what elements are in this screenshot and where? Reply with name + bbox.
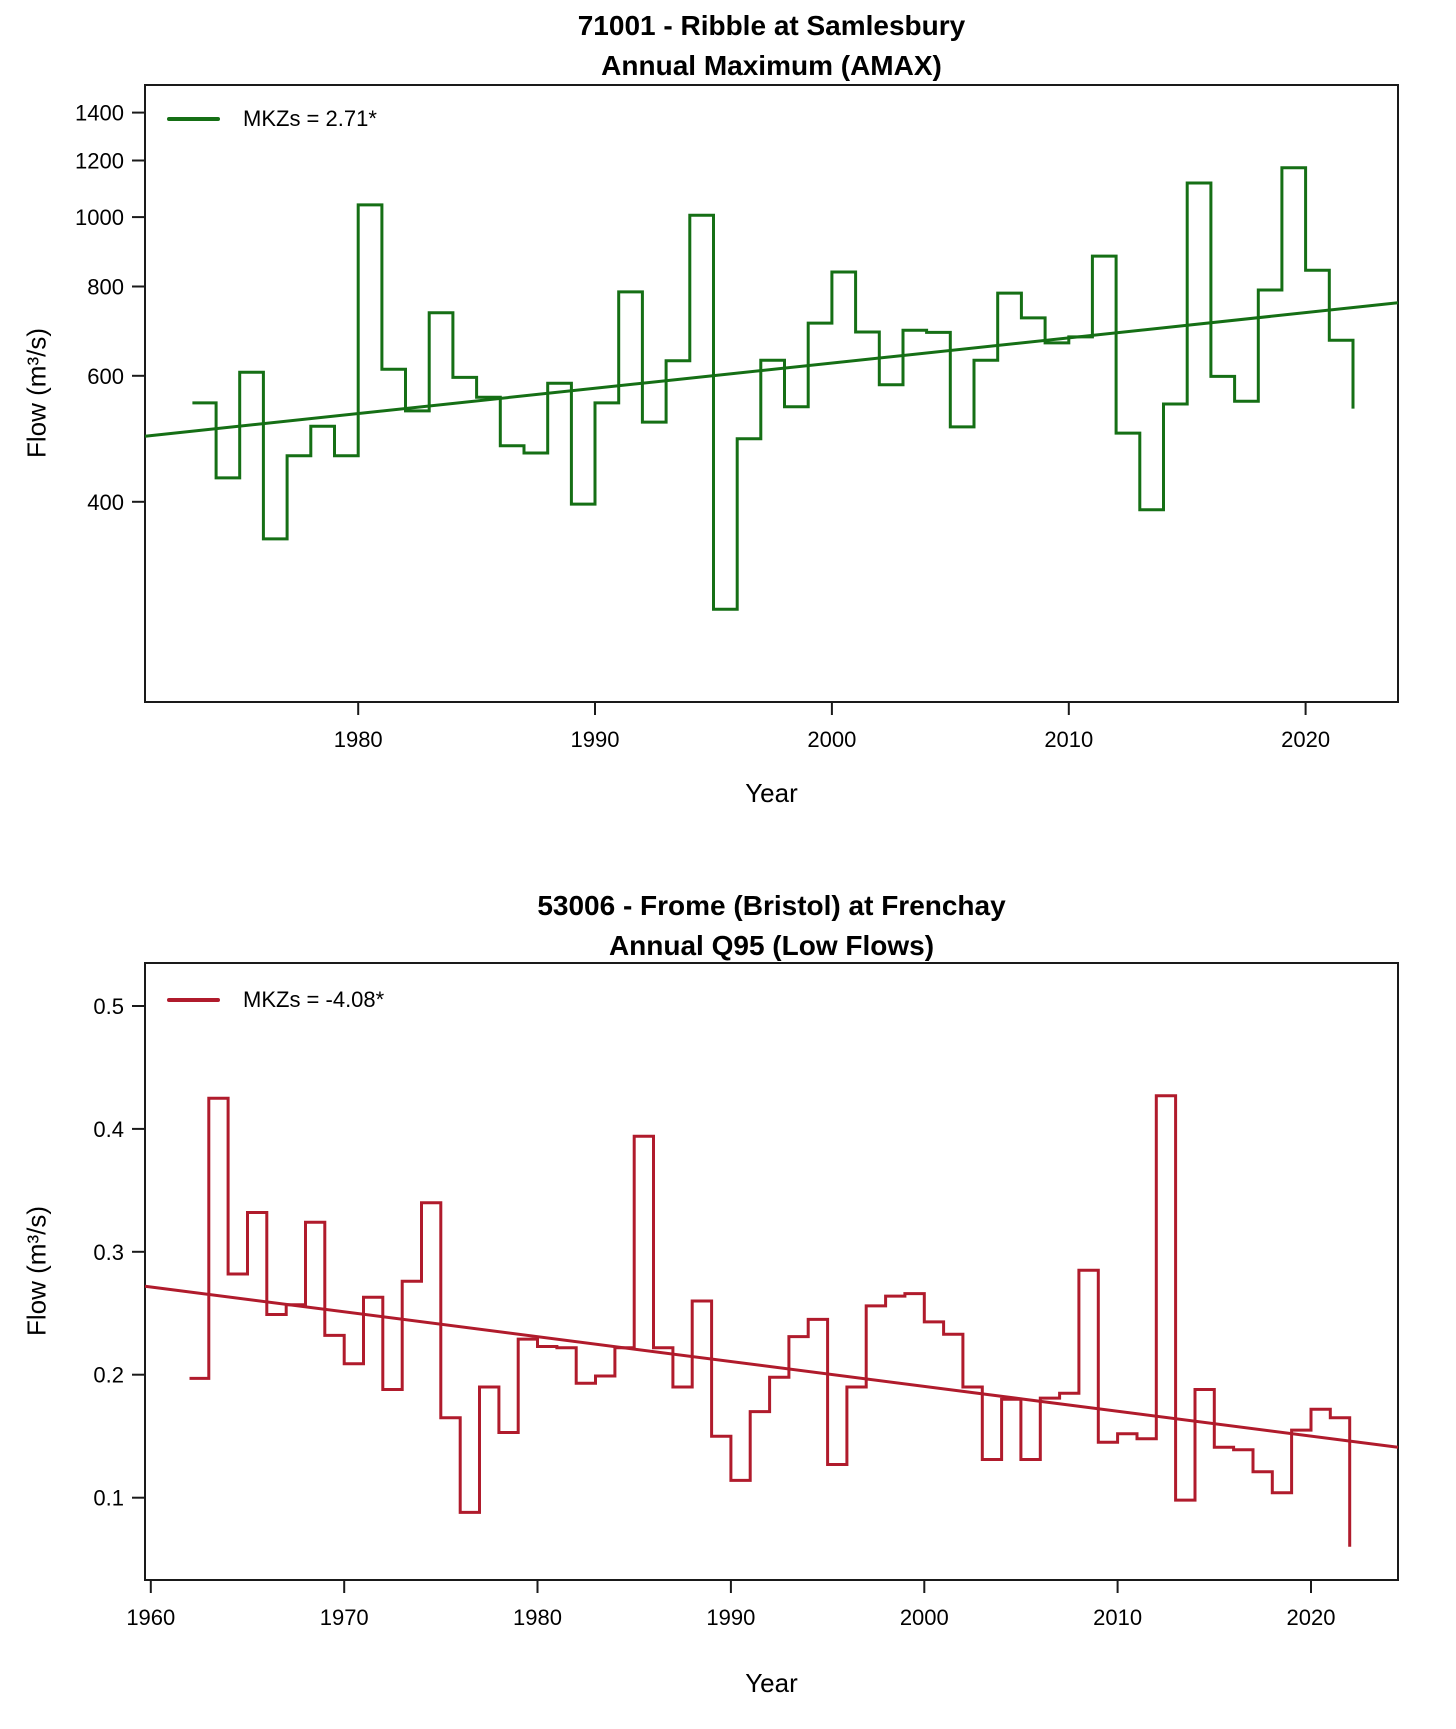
y-tick-label: 0.1 [93, 1486, 124, 1511]
step-series-line [189, 1094, 1352, 1547]
y-tick-label: 1400 [75, 101, 124, 126]
x-tick-label: 2020 [1281, 727, 1330, 752]
plot-frame [144, 84, 1399, 703]
x-tick-label: 1960 [126, 1605, 175, 1630]
y-tick-label: 1000 [75, 205, 124, 230]
q95-subtitle: Annual Q95 (Low Flows) [608, 930, 935, 961]
q95-legend-line-swatch [167, 998, 220, 1002]
y-tick-label: 800 [87, 275, 124, 300]
y-tick-label: 1200 [75, 149, 124, 174]
x-tick-label: 2020 [1287, 1605, 1336, 1630]
x-tick-label: 1980 [513, 1605, 562, 1630]
x-tick-label: 2010 [1044, 727, 1093, 752]
x-tick-label: 1980 [334, 727, 383, 752]
y-tick-label: 0.2 [93, 1363, 124, 1388]
y-tick-label: 0.4 [93, 1117, 124, 1142]
trend-line [144, 301, 1399, 438]
x-tick-label: 1970 [320, 1605, 369, 1630]
amax-legend-line-swatch [167, 117, 220, 121]
x-tick-label: 1990 [571, 727, 620, 752]
x-tick-label: 2000 [807, 727, 856, 752]
x-tick-label: 2000 [900, 1605, 949, 1630]
x-tick-label: 1990 [706, 1605, 755, 1630]
trend-line [144, 1284, 1399, 1449]
amax-legend-label: MKZs = 2.71* [243, 106, 377, 131]
y-tick-label: 600 [87, 364, 124, 389]
q95-title: 53006 - Frome (Bristol) at Frenchay [537, 890, 1006, 921]
amax-subtitle: Annual Maximum (AMAX) [601, 50, 942, 81]
y-tick-label: 0.5 [93, 994, 124, 1019]
plot-frame [144, 962, 1399, 1581]
step-series-line [192, 166, 1355, 611]
x-tick-label: 2010 [1093, 1605, 1142, 1630]
y-tick-label: 0.3 [93, 1240, 124, 1265]
amax-title: 71001 - Ribble at Samlesbury [577, 10, 966, 41]
q95-x-axis-label: Year [745, 1668, 798, 1698]
y-tick-label: 400 [87, 490, 124, 515]
amax-x-axis-label: Year [745, 778, 798, 808]
q95-legend-label: MKZs = -4.08* [243, 987, 385, 1012]
